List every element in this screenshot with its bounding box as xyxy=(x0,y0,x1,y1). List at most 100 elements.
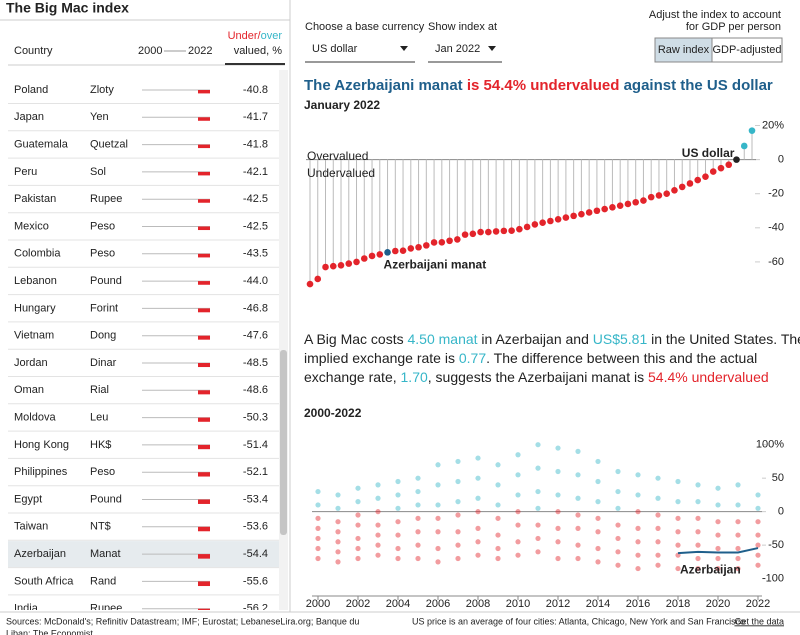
dot xyxy=(495,532,501,538)
scrollbar-thumb[interactable] xyxy=(280,350,287,535)
dot xyxy=(615,535,621,542)
table-row[interactable]: Azerbaijan Manat -54.4 xyxy=(8,541,279,569)
scrollbar-track xyxy=(279,70,288,610)
table-row[interactable]: Peru Sol -42.1 xyxy=(8,166,279,186)
dot xyxy=(715,532,721,538)
sparkline-bar xyxy=(198,472,210,477)
table-row[interactable]: India Rupee -56.2 xyxy=(8,603,279,623)
dot xyxy=(495,482,501,488)
dot xyxy=(415,243,422,251)
table-row[interactable]: Colombia Peso -43.5 xyxy=(8,248,279,268)
table-row[interactable]: Oman Rial -48.6 xyxy=(8,384,279,405)
table-row[interactable]: Taiwan NT$ -53.6 xyxy=(8,521,279,541)
dot xyxy=(555,539,561,545)
annotation: Azerbaijani manat xyxy=(384,258,487,272)
value: -50.3 xyxy=(243,412,268,424)
dot xyxy=(435,502,441,508)
dot xyxy=(655,512,661,518)
dot xyxy=(435,462,441,468)
table-row[interactable]: Hong Kong HK$ -51.4 xyxy=(8,439,279,459)
dot xyxy=(675,515,681,521)
x-tick-label: 2000 xyxy=(306,598,330,610)
country-name: Philippines xyxy=(14,466,68,478)
dot xyxy=(555,509,561,515)
dot xyxy=(415,488,421,495)
dot xyxy=(755,552,761,558)
dot xyxy=(717,164,725,172)
table-row[interactable]: Guatemala Quetzal -41.8 xyxy=(8,139,279,159)
table-row[interactable]: Philippines Peso -52.1 xyxy=(8,466,279,487)
table-row[interactable]: Lebanon Pound -44.0 xyxy=(8,275,279,296)
dropdown-arrow[interactable] xyxy=(488,46,496,51)
dot xyxy=(601,205,608,213)
currency-name: Quetzal xyxy=(90,139,128,151)
column-header: Under/over xyxy=(228,30,283,42)
table-row[interactable]: Vietnam Dong -47.6 xyxy=(8,330,279,350)
dot xyxy=(495,545,501,552)
button-label[interactable]: Raw index xyxy=(658,44,710,56)
currency-name: Manat xyxy=(90,548,121,560)
x-tick-label: 2016 xyxy=(626,598,650,610)
dot xyxy=(535,488,541,495)
dot xyxy=(555,468,561,475)
control-label: for GDP per person xyxy=(686,21,781,33)
dot xyxy=(663,190,671,198)
table-row[interactable]: Jordan Dinar -48.5 xyxy=(8,357,279,377)
sparkline-bar xyxy=(198,499,210,504)
table-row[interactable]: Egypt Pound -53.4 xyxy=(8,493,279,514)
country-name: Mexico xyxy=(14,220,49,232)
dot xyxy=(595,529,601,535)
sparkline-bar xyxy=(198,281,210,285)
dot xyxy=(675,478,681,485)
table-row[interactable]: Hungary Forint -46.8 xyxy=(8,302,279,323)
dot xyxy=(515,552,521,558)
button[interactable] xyxy=(711,37,783,63)
column-header: Country xyxy=(14,45,53,57)
dot xyxy=(315,502,321,508)
button[interactable] xyxy=(654,37,713,63)
country-name: Azerbaijan xyxy=(14,548,66,560)
dot xyxy=(694,176,702,184)
table-row[interactable]: Mexico Peso -42.5 xyxy=(8,220,279,241)
dot xyxy=(735,519,741,525)
button-label[interactable]: GDP-adjusted xyxy=(712,44,781,56)
dot xyxy=(475,552,481,558)
dropdown-value[interactable]: US dollar xyxy=(312,43,358,55)
dot xyxy=(695,555,701,562)
sparkline-bar xyxy=(198,253,210,258)
sparkline-bar xyxy=(198,444,210,450)
dot xyxy=(640,197,647,204)
table-row[interactable]: Poland Zloty -40.8 xyxy=(8,84,279,104)
text-segment: Under/ xyxy=(228,30,262,42)
currency-name: Peso xyxy=(90,466,115,478)
currency-name: Peso xyxy=(90,248,115,260)
table-row[interactable]: South Africa Rand -55.6 xyxy=(8,575,279,596)
dot xyxy=(686,180,694,187)
dot xyxy=(615,522,621,528)
dot xyxy=(355,512,361,518)
dropdown-value[interactable]: Jan 2022 xyxy=(435,43,480,55)
value: -46.8 xyxy=(243,302,268,314)
dot xyxy=(695,565,701,572)
dropdown-arrow[interactable] xyxy=(400,46,408,51)
dot xyxy=(461,231,469,238)
table-row[interactable]: Pakistan Rupee -42.5 xyxy=(8,193,279,214)
country-name: Poland xyxy=(14,84,48,96)
dot xyxy=(355,555,361,562)
country-name: Oman xyxy=(14,384,44,396)
dot xyxy=(415,515,421,521)
value: -44.0 xyxy=(243,275,268,287)
currency-name: Sol xyxy=(90,166,106,178)
table-row[interactable]: Japan Yen -41.7 xyxy=(8,111,279,132)
currency-name: Rand xyxy=(90,575,116,587)
footer-link[interactable]: Get the data xyxy=(734,616,784,626)
dot xyxy=(469,230,477,238)
x-tick-label: 2018 xyxy=(666,598,690,610)
country-name: Moldova xyxy=(14,412,56,424)
dot xyxy=(595,515,601,521)
rich-text: The Azerbaijani manat is 54.4% undervalu… xyxy=(304,77,773,94)
table-row[interactable]: Moldova Leu -50.3 xyxy=(8,412,279,432)
text-segment: 1.70 xyxy=(401,369,428,385)
